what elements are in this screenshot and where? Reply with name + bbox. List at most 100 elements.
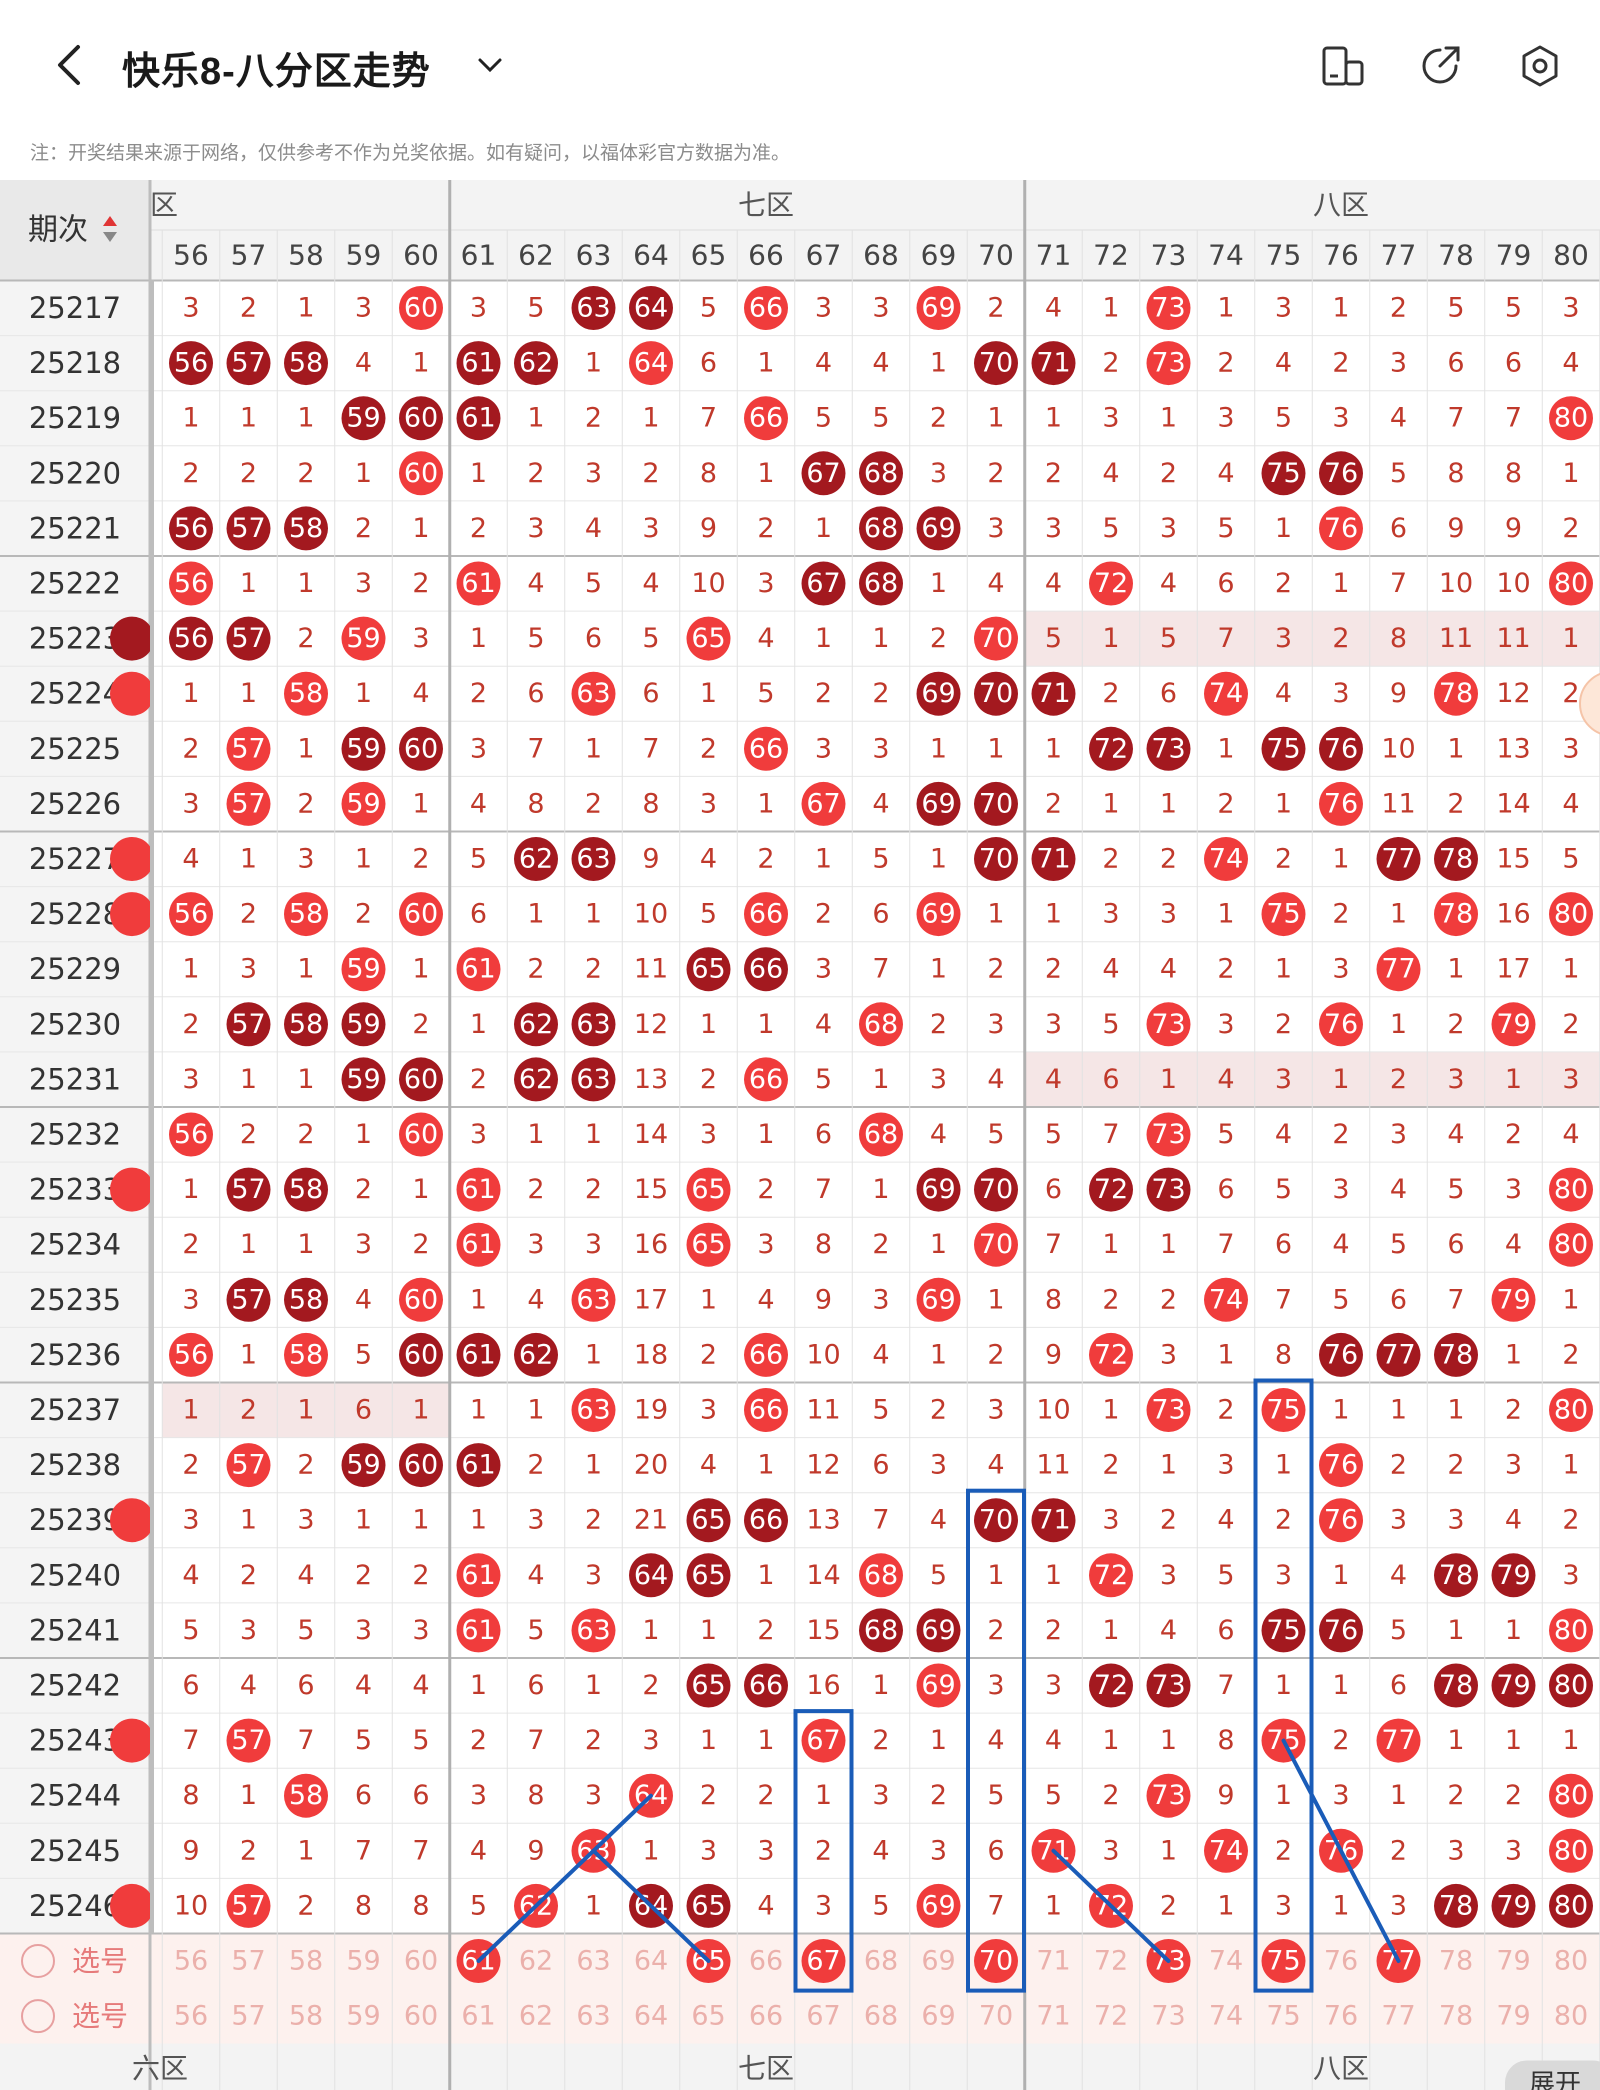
hit-ball [1549, 1828, 1593, 1873]
miss-count: 1 [700, 1284, 717, 1315]
hit-ball [399, 1332, 443, 1377]
miss-count: 3 [355, 1615, 372, 1646]
hit-number: 62 [519, 348, 553, 379]
miss-count: 2 [1562, 1009, 1579, 1040]
hit-number: 67 [806, 1725, 840, 1756]
hit-ball [456, 1553, 501, 1598]
select-radio[interactable] [21, 1944, 55, 1978]
hit-ball [916, 1663, 961, 1708]
miss-count: 3 [470, 293, 487, 324]
period-cell: 25229 [29, 952, 121, 986]
hit-ball [1319, 781, 1363, 826]
miss-count: 5 [297, 1615, 314, 1646]
miss-count: 2 [872, 678, 889, 709]
select-radio[interactable] [21, 1999, 55, 2034]
miss-count: 2 [700, 1064, 717, 1095]
miss-count: 1 [872, 1670, 889, 1701]
miss-count: 20 [634, 1450, 668, 1481]
select-number: 57 [231, 2001, 265, 2032]
sort-arrows-icon[interactable] [103, 216, 117, 226]
hit-number: 58 [289, 1780, 323, 1811]
hit-ball [916, 1277, 961, 1322]
miss-count: 3 [240, 1615, 257, 1646]
hit-ball [1146, 1388, 1191, 1432]
page-title[interactable]: 快乐8-八分区走势 [122, 51, 431, 93]
miss-count: 3 [182, 293, 199, 324]
hit-ball [456, 947, 501, 992]
title-dropdown-button[interactable] [470, 45, 510, 85]
miss-count: 3 [1160, 1339, 1177, 1370]
miss-count: 4 [987, 1064, 1004, 1095]
hit-ball [169, 561, 213, 606]
floating-badge[interactable] [1579, 672, 1600, 736]
hit-ball [1146, 286, 1191, 330]
miss-count: 17 [1496, 954, 1530, 985]
miss-count: 6 [1505, 348, 1522, 379]
miss-count: 1 [297, 954, 314, 985]
miss-count: 4 [1160, 1615, 1177, 1646]
selected-number-ball[interactable] [1261, 1939, 1306, 1983]
miss-count: 2 [1447, 1450, 1464, 1481]
hit-ball [686, 1498, 731, 1543]
hit-ball [169, 892, 213, 937]
period-cell: 25231 [29, 1062, 121, 1096]
period-cell: 25244 [29, 1779, 121, 1813]
hit-number: 65 [691, 1560, 725, 1591]
hit-number: 60 [404, 1339, 438, 1370]
expand-button[interactable] [1505, 2060, 1600, 2090]
hit-number: 58 [289, 513, 323, 544]
miss-count: 4 [182, 844, 199, 875]
miss-count: 10 [806, 1339, 840, 1370]
hit-number: 59 [346, 623, 380, 654]
back-button[interactable] [40, 35, 100, 95]
miss-count: 3 [987, 1395, 1004, 1426]
period-cell: 25224 [29, 677, 121, 711]
hit-number: 63 [576, 1395, 610, 1426]
period-cell: 25230 [29, 1007, 121, 1041]
hit-ball [1261, 451, 1306, 496]
selected-number-ball[interactable] [801, 1939, 846, 1983]
miss-count: 1 [700, 1615, 717, 1646]
hit-ball [1031, 837, 1076, 881]
miss-count: 3 [1562, 293, 1579, 324]
miss-count: 2 [585, 1174, 602, 1205]
miss-count: 2 [1275, 1505, 1292, 1536]
trend-table[interactable]: 六区 七区 八区 期次 56 57 58 59 60 61 62 63 64 65 66 67 68 69 70 71… [0, 180, 1600, 2090]
hit-ball [744, 396, 788, 441]
hit-ball [1376, 947, 1421, 992]
hit-ball [1549, 1608, 1593, 1653]
miss-count: 2 [1275, 844, 1292, 875]
hit-ball [571, 837, 616, 881]
share-button[interactable] [1410, 36, 1470, 96]
hit-ball [399, 1277, 443, 1322]
footer-zone-seven: 七区 [738, 2052, 794, 2085]
selected-number-ball[interactable] [974, 1939, 1018, 1983]
hit-ball [916, 1608, 961, 1653]
miss-count: 1 [1332, 1395, 1349, 1426]
miss-count: 2 [1275, 1835, 1292, 1866]
miss-count: 4 [1275, 348, 1292, 379]
miss-count: 5 [470, 1890, 487, 1921]
miss-count: 3 [815, 293, 832, 324]
miss-count: 2 [182, 1229, 199, 1260]
hit-ball [456, 1443, 501, 1488]
miss-count: 6 [297, 1670, 314, 1701]
miss-count: 3 [987, 513, 1004, 544]
hit-number: 70 [979, 1174, 1013, 1205]
hit-ball [226, 1167, 271, 1212]
select-number: 62 [519, 2001, 553, 2032]
select-label: 选号 [72, 2000, 128, 2033]
miss-count: 1 [1045, 899, 1062, 930]
miss-count: 1 [987, 1560, 1004, 1591]
settings-button[interactable] [1510, 36, 1570, 96]
hit-number: 56 [174, 899, 208, 930]
hit-ball [974, 671, 1018, 716]
miss-count: 2 [1045, 788, 1062, 819]
hit-number: 61 [461, 1450, 495, 1481]
hit-number: 78 [1439, 1670, 1473, 1701]
miss-count: 2 [757, 1174, 774, 1205]
hit-number: 61 [461, 1174, 495, 1205]
period-cell: 25228 [29, 897, 121, 931]
hit-ball [226, 616, 271, 661]
split-screen-button[interactable] [1313, 36, 1373, 96]
